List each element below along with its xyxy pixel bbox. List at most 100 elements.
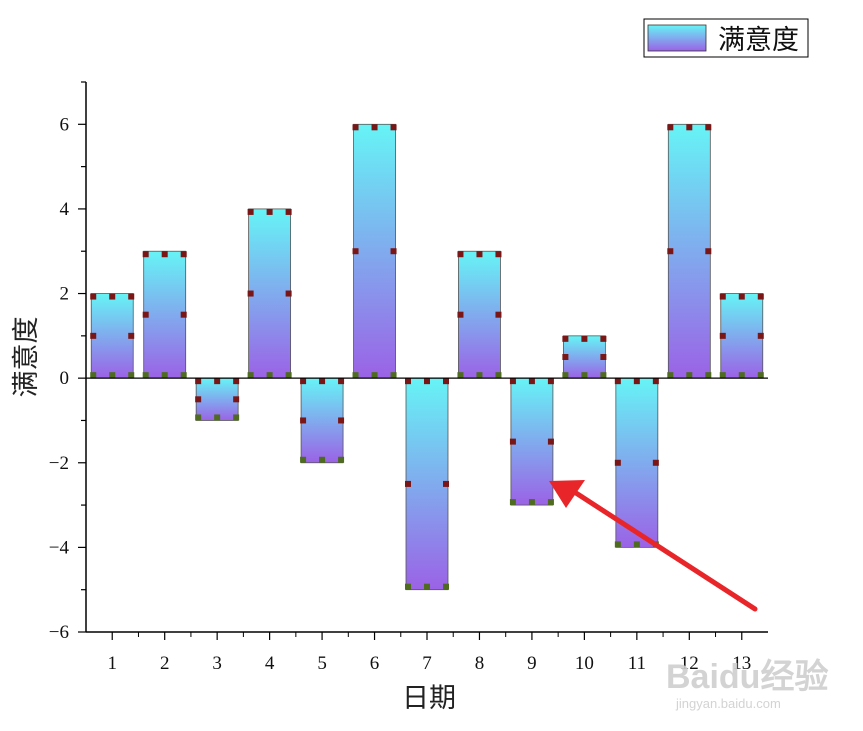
bar-marker: [686, 372, 693, 379]
x-tick-label: 1: [107, 653, 117, 674]
bar-marker: [457, 251, 464, 258]
bar-marker: [443, 480, 449, 487]
bar-marker: [285, 372, 292, 379]
y-tick-label: 0: [60, 368, 70, 389]
x-tick-label: 5: [317, 653, 327, 674]
bar-group: [562, 335, 607, 379]
bar-marker: [719, 372, 726, 379]
bars-layer: [90, 123, 764, 591]
bar-marker: [371, 372, 378, 379]
bar-marker: [600, 335, 607, 342]
bar-marker: [757, 332, 764, 339]
bar-group: [352, 123, 397, 379]
bar-group: [405, 377, 449, 591]
bar: [300, 377, 344, 464]
bar-marker: [705, 248, 712, 255]
bar-marker: [424, 378, 430, 385]
bar-marker: [90, 332, 97, 339]
bar-marker: [233, 396, 240, 403]
bar-marker: [233, 414, 240, 421]
bar-marker: [195, 414, 202, 421]
bar-marker: [338, 417, 345, 424]
bar-marker: [214, 414, 221, 421]
bar-group: [667, 123, 712, 379]
bar-marker: [509, 499, 516, 506]
bar-marker: [128, 372, 135, 379]
x-tick-label: 9: [527, 653, 537, 674]
y-tick-label: −6: [49, 622, 69, 643]
bar-marker: [405, 583, 411, 590]
bar-marker: [338, 378, 345, 385]
bar-marker: [581, 335, 588, 342]
bar-group: [614, 377, 659, 548]
bar-marker: [495, 372, 502, 379]
bar-marker: [424, 583, 430, 590]
bar-group: [247, 208, 292, 379]
legend-label: 满意度: [718, 25, 799, 56]
x-tick-label: 10: [575, 653, 594, 674]
bar-marker: [600, 354, 607, 360]
bar-marker: [180, 311, 187, 318]
bar-marker: [390, 372, 397, 379]
bar-marker: [352, 372, 359, 379]
annotation-arrow-icon: [549, 480, 758, 612]
bar-marker: [652, 378, 659, 385]
bar-marker: [247, 290, 254, 297]
x-tick-label: 6: [370, 653, 380, 674]
bar-marker: [233, 378, 240, 385]
x-tick-label: 12: [680, 653, 699, 674]
bar-marker: [652, 459, 659, 466]
bar-marker: [319, 456, 326, 463]
bar-group: [509, 377, 554, 506]
bar-marker: [443, 583, 449, 590]
bar-marker: [738, 293, 745, 300]
legend: 满意度: [643, 18, 809, 58]
bar-marker: [247, 208, 254, 215]
bar-marker: [547, 438, 554, 445]
bar-marker: [457, 311, 464, 318]
x-tick-label: 8: [475, 653, 485, 674]
bar-marker: [600, 372, 607, 379]
bar-marker: [719, 332, 726, 339]
bar-marker: [285, 208, 292, 215]
bar-marker: [338, 456, 345, 463]
y-tick-label: −2: [49, 453, 69, 474]
bar-group: [457, 250, 502, 379]
bar-marker: [371, 124, 378, 131]
bar-marker: [562, 335, 569, 342]
bar-marker: [142, 311, 149, 318]
bar-marker: [128, 293, 135, 300]
bar-marker: [509, 378, 516, 385]
y-tick-label: 2: [60, 284, 70, 305]
bar-marker: [667, 372, 674, 379]
bar-marker: [90, 372, 97, 379]
y-axis-title: 满意度: [11, 317, 42, 398]
bar-marker: [738, 372, 745, 379]
bar-marker: [161, 372, 168, 379]
bar-marker: [614, 459, 621, 466]
bar-marker: [633, 541, 640, 548]
legend-swatch: [647, 24, 707, 52]
bar-marker: [266, 208, 273, 215]
bar-marker: [495, 311, 502, 318]
bar-marker: [476, 251, 483, 258]
bar-marker: [390, 124, 397, 131]
bar-marker: [495, 251, 502, 258]
bar-marker: [142, 372, 149, 379]
bar: [248, 208, 292, 379]
bar: [90, 293, 134, 379]
bar-marker: [686, 124, 693, 131]
bar-marker: [443, 378, 449, 385]
bar-marker: [547, 499, 554, 506]
bar-marker: [300, 456, 307, 463]
bar: [720, 293, 764, 379]
bar-marker: [180, 251, 187, 258]
bar-group: [195, 377, 240, 421]
bar: [667, 123, 711, 379]
bar-marker: [457, 372, 464, 379]
watermark-brand: Baidu经验: [666, 657, 828, 696]
x-axis-title: 日期: [402, 683, 456, 714]
bar-marker: [90, 293, 97, 300]
bar-group: [142, 250, 187, 379]
